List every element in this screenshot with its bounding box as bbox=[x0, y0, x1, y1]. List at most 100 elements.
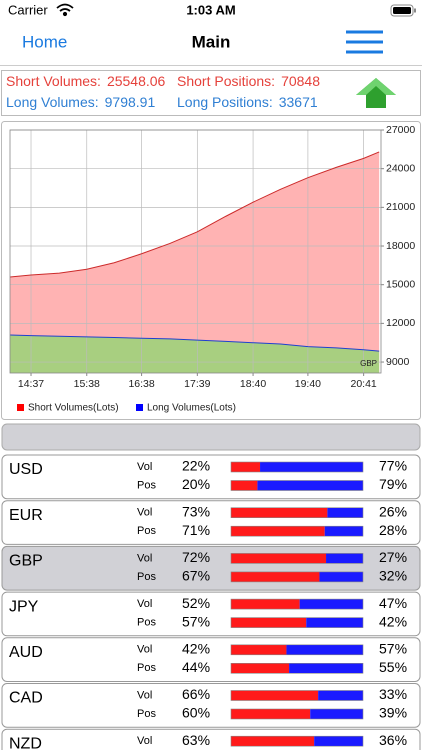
line-label: Vol bbox=[137, 689, 152, 701]
line-label: Vol bbox=[137, 507, 152, 519]
summary-value: 33671 bbox=[279, 94, 318, 110]
long-bar bbox=[326, 553, 363, 564]
bar-frame bbox=[230, 507, 364, 519]
legend-label: Long Volumes(Lots) bbox=[147, 403, 236, 414]
short-bar bbox=[231, 690, 319, 701]
short-pct: 71% bbox=[182, 522, 210, 538]
y-tick-label: 15000 bbox=[386, 278, 415, 290]
line-label: Vol bbox=[137, 644, 152, 656]
x-tick-label: 17:39 bbox=[184, 378, 210, 390]
bar-frame bbox=[230, 553, 364, 564]
long-pct: 47% bbox=[379, 595, 407, 611]
short-bar bbox=[231, 571, 320, 582]
x-tick-label: 16:38 bbox=[128, 378, 154, 390]
currency-name: CAD bbox=[9, 690, 43, 707]
currency-name: AUD bbox=[9, 644, 43, 661]
short-pct: 72% bbox=[182, 549, 210, 565]
series-line bbox=[9, 151, 380, 278]
bar-frame bbox=[230, 525, 364, 537]
short-bar bbox=[231, 553, 327, 564]
short-pct: 22% bbox=[182, 458, 210, 474]
legend-label: Short Volumes(Lots) bbox=[28, 403, 119, 414]
summary-label: Long Volumes: bbox=[6, 94, 99, 110]
summary-value: 25548.06 bbox=[107, 73, 166, 89]
line-label: Vol bbox=[137, 461, 152, 473]
long-pct: 33% bbox=[379, 686, 407, 702]
currency-name: USD bbox=[9, 461, 43, 478]
short-pct: 60% bbox=[182, 705, 210, 721]
summary-label: Short Positions: bbox=[177, 73, 275, 89]
y-tick-label: 18000 bbox=[386, 240, 415, 252]
x-tick-label: 20:41 bbox=[350, 378, 376, 390]
long-pct: 26% bbox=[379, 503, 407, 519]
summary-item: Long Positions: 33671 bbox=[177, 94, 318, 110]
up-arrow bbox=[356, 78, 396, 108]
line-label: Vol bbox=[137, 552, 152, 564]
back-button[interactable]: Home bbox=[22, 32, 67, 51]
short-bar bbox=[231, 462, 261, 472]
short-pct: 73% bbox=[182, 503, 210, 519]
long-pct: 32% bbox=[379, 568, 407, 584]
line-label: Pos bbox=[137, 617, 156, 629]
x-tick-label: 14:37 bbox=[18, 378, 44, 390]
clock: 1:03 AM bbox=[186, 2, 235, 17]
line-label: Pos bbox=[137, 525, 156, 537]
long-pct: 55% bbox=[379, 659, 407, 675]
plot-border bbox=[9, 129, 382, 374]
long-bar bbox=[257, 480, 363, 491]
row[interactable] bbox=[1, 683, 421, 728]
row[interactable] bbox=[1, 500, 421, 545]
short-bar bbox=[231, 599, 300, 610]
short-pct: 52% bbox=[182, 595, 210, 611]
currency-name: NZD bbox=[9, 735, 42, 750]
bar-frame bbox=[230, 598, 364, 610]
annotation: GBP bbox=[360, 359, 377, 368]
short-bar bbox=[231, 617, 307, 628]
y-tick-label: 12000 bbox=[386, 317, 415, 329]
short-bar bbox=[231, 644, 287, 655]
short-pct: 57% bbox=[182, 613, 210, 629]
y-tick-label: 21000 bbox=[386, 201, 415, 213]
summary-box bbox=[1, 70, 421, 116]
long-bar bbox=[306, 617, 363, 628]
line-label: Vol bbox=[137, 598, 152, 610]
bar-frame bbox=[230, 662, 364, 674]
x-tick-label: 18:40 bbox=[240, 378, 266, 390]
short-pct: 63% bbox=[182, 732, 210, 748]
battery-icon bbox=[390, 4, 416, 17]
row[interactable] bbox=[1, 591, 421, 637]
short-bar bbox=[231, 709, 311, 719]
short-bar bbox=[231, 663, 290, 674]
menu-button[interactable] bbox=[346, 30, 383, 54]
summary: Short Volumes: 25548.06 Short Positions: 70… bbox=[6, 73, 320, 110]
y-tick-label: 27000 bbox=[386, 124, 415, 136]
row[interactable] bbox=[1, 545, 421, 591]
wifi-icon bbox=[56, 3, 74, 17]
legend-swatch bbox=[17, 404, 24, 411]
y-tick-label: 24000 bbox=[386, 162, 415, 174]
long-bar bbox=[310, 709, 363, 719]
summary-item: Long Volumes: 9798.91 bbox=[6, 94, 155, 110]
long-pct: 36% bbox=[379, 732, 407, 748]
row[interactable] bbox=[1, 454, 421, 500]
bar-frame bbox=[230, 708, 364, 720]
short-pct: 42% bbox=[182, 641, 210, 657]
bar-frame bbox=[230, 617, 364, 628]
long-bar bbox=[314, 736, 363, 747]
legend-swatch bbox=[136, 404, 143, 411]
carrier: Carrier bbox=[8, 2, 48, 17]
long-pct: 57% bbox=[379, 641, 407, 657]
bar-frame bbox=[230, 690, 364, 701]
short-bar bbox=[231, 526, 325, 537]
long-pct: 27% bbox=[379, 549, 407, 565]
series-line bbox=[9, 334, 380, 352]
row[interactable] bbox=[1, 637, 421, 682]
long-bar bbox=[289, 663, 363, 674]
long-bar bbox=[260, 462, 363, 472]
summary-value: 9798.91 bbox=[105, 94, 156, 110]
summary-value: 70848 bbox=[281, 73, 320, 89]
line-label: Pos bbox=[137, 479, 156, 491]
line-label: Pos bbox=[137, 662, 156, 674]
currency-name: EUR bbox=[9, 507, 43, 524]
